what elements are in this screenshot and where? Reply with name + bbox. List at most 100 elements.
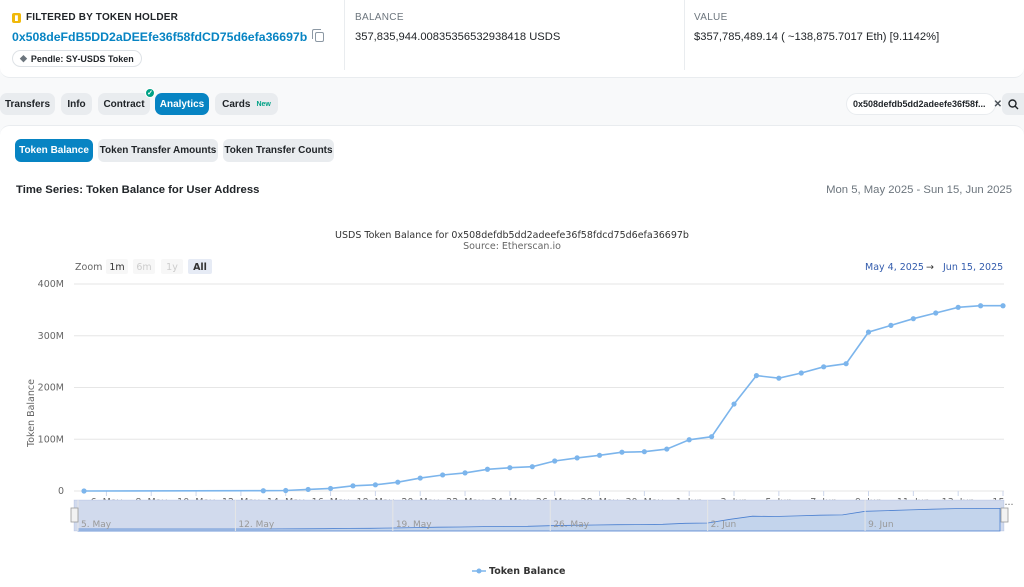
data-point[interactable]	[888, 322, 894, 328]
data-point[interactable]	[484, 466, 491, 472]
data-point[interactable]	[260, 488, 266, 494]
address-row: 0x508deFdB5DD2aDEEfe36f58fdCD75d6efa3669…	[12, 29, 332, 44]
new-badge: New	[256, 100, 271, 108]
zoom-all-button[interactable]: All	[188, 259, 212, 274]
tab-cards-label: Cards	[222, 98, 251, 110]
name-tag-label: Pendle: SY-USDS Token	[30, 53, 134, 64]
balance-value: 357,835,944.00835356532938418 USDS	[355, 31, 561, 43]
data-point[interactable]	[977, 303, 984, 309]
y-axis-title: Token Balance	[26, 379, 37, 448]
value-column: VALUE $357,785,489.14 ( ~138,875.7017 Et…	[684, 0, 1024, 70]
data-point[interactable]	[910, 316, 916, 322]
data-point[interactable]	[440, 472, 446, 478]
data-point[interactable]	[776, 375, 782, 381]
data-point[interactable]	[1000, 303, 1006, 309]
data-point[interactable]	[821, 364, 827, 370]
subtab-transfer-amounts[interactable]: Token Transfer Amounts	[98, 139, 218, 162]
holder-column: ▮ FILTERED BY TOKEN HOLDER 0x508deFdB5DD…	[12, 12, 332, 82]
navigator-tick-label: 26. May	[553, 520, 589, 530]
holder-address-link[interactable]: 0x508deFdB5DD2aDEEfe36f58fdCD75d6efa3669…	[12, 30, 308, 44]
tab-analytics[interactable]: Analytics	[155, 93, 209, 115]
zoom-1m-button[interactable]: 1m	[106, 259, 128, 274]
zoom-6m-label: 6m	[136, 262, 151, 273]
data-point[interactable]	[372, 482, 378, 488]
zoom-6m-button[interactable]: 6m	[133, 259, 155, 274]
tab-transfers[interactable]: Transfers	[0, 93, 55, 115]
value-label: VALUE	[694, 12, 728, 23]
subtab-transfer-counts[interactable]: Token Transfer Counts	[223, 139, 334, 162]
zoom-1y-button[interactable]: 1y	[161, 259, 183, 274]
data-point[interactable]	[843, 361, 849, 367]
navigator-tick-label: 5. May	[81, 520, 112, 530]
zoom-1m-label: 1m	[109, 262, 124, 273]
filtered-title-text: FILTERED BY TOKEN HOLDER	[26, 12, 179, 23]
data-point[interactable]	[552, 458, 558, 464]
data-point[interactable]	[395, 479, 401, 485]
range-to[interactable]: Jun 15, 2025	[942, 262, 1003, 273]
data-point[interactable]	[933, 310, 939, 316]
data-point[interactable]	[327, 485, 334, 492]
tab-contract-label: Contract	[103, 98, 145, 110]
data-point[interactable]	[731, 401, 737, 407]
data-point[interactable]	[350, 483, 356, 489]
data-point[interactable]	[865, 329, 872, 335]
data-point[interactable]	[664, 446, 670, 452]
data-point[interactable]	[955, 304, 961, 310]
zoom-label: Zoom	[75, 262, 102, 273]
navigator-handle-right[interactable]	[1000, 507, 1009, 523]
navigator-tick-label: 12. May	[238, 520, 274, 530]
token-holder-header: ▮ FILTERED BY TOKEN HOLDER 0x508deFdB5DD…	[0, 0, 1024, 78]
tab-info[interactable]: Info	[61, 93, 92, 115]
y-tick-label: 300M	[38, 331, 64, 342]
chart-grid	[74, 283, 1004, 492]
navigator-handle-left[interactable]	[70, 507, 79, 523]
close-icon[interactable]: ✕	[993, 98, 1002, 110]
range-arrow: →	[926, 262, 934, 273]
data-point[interactable]	[417, 475, 423, 481]
navigator-series: 5. May 12. May 19. May 26. May 2. Jun 9. Jun	[70, 500, 1009, 532]
legend-label: Token Balance	[489, 566, 565, 577]
series-points	[81, 303, 1006, 494]
tab-transfers-label: Transfers	[4, 98, 51, 110]
zoom-all-label: All	[193, 262, 207, 273]
data-point[interactable]	[686, 437, 692, 443]
data-point[interactable]	[596, 452, 603, 458]
tab-cards[interactable]: Cards New	[215, 93, 278, 115]
data-point[interactable]	[753, 372, 760, 379]
tab-bar: Transfers Info Contract ✓ Analytics Cards…	[0, 88, 1024, 115]
data-point[interactable]	[462, 470, 468, 476]
zoom-1y-label: 1y	[166, 262, 178, 273]
tab-contract[interactable]: Contract ✓	[98, 88, 155, 115]
navigator-tick-label: 2. Jun	[711, 520, 737, 530]
data-point[interactable]	[283, 487, 289, 494]
range-from[interactable]: May 4, 2025	[865, 262, 924, 273]
verified-check-icon: ✓	[145, 88, 155, 98]
data-point[interactable]	[305, 486, 311, 493]
copy-icon[interactable]	[312, 29, 325, 42]
data-point[interactable]	[507, 465, 513, 471]
chart-title: USDS Token Balance for 0x508defdb5dd2ade…	[335, 230, 689, 241]
data-point[interactable]	[619, 449, 625, 455]
y-tick-label: 400M	[38, 279, 64, 290]
tab-info-label: Info	[67, 98, 86, 110]
data-point[interactable]	[709, 434, 715, 440]
token-balance-chart: USDS Token Balance for 0x508defdb5dd2ade…	[26, 230, 1014, 577]
timeseries-range: Mon 5, May 2025 - Sun 15, Jun 2025	[826, 184, 1012, 196]
data-point[interactable]	[574, 455, 580, 461]
timeseries-title: Time Series: Token Balance for User Addr…	[16, 184, 260, 196]
navigator-tick-label: 9. Jun	[868, 520, 894, 530]
y-tick-label: 200M	[38, 383, 64, 394]
tab-analytics-label: Analytics	[159, 98, 205, 110]
name-tag[interactable]: ◆ Pendle: SY-USDS Token	[12, 50, 142, 67]
data-point[interactable]	[81, 488, 87, 494]
subtab-transfer-counts-label: Token Transfer Counts	[224, 145, 333, 156]
data-point[interactable]	[798, 370, 804, 376]
search-button[interactable]	[1002, 93, 1024, 115]
filtered-title: ▮ FILTERED BY TOKEN HOLDER	[12, 12, 332, 23]
subtab-token-balance[interactable]: Token Balance	[15, 139, 93, 162]
data-point[interactable]	[529, 464, 535, 470]
legend-token-balance[interactable]: Token Balance	[472, 566, 565, 577]
balance-label: BALANCE	[355, 12, 404, 23]
legend-marker	[476, 568, 482, 574]
data-point[interactable]	[641, 449, 647, 455]
